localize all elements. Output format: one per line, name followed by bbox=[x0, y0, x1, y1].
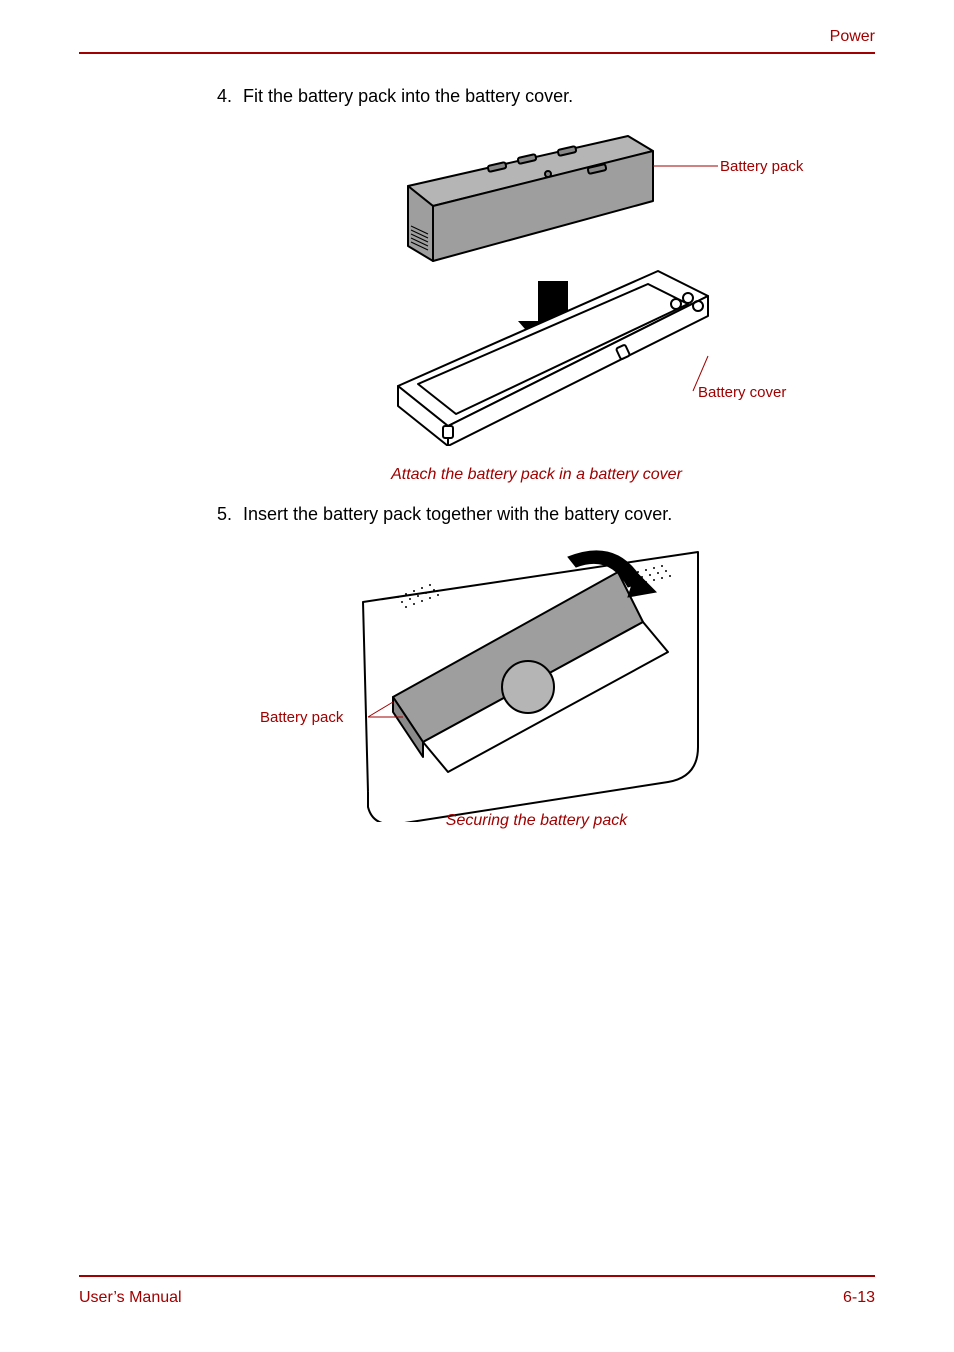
battery-pack-shape bbox=[408, 136, 653, 261]
step-4-text: Fit the battery pack into the battery co… bbox=[243, 84, 573, 109]
step-5-text: Insert the battery pack together with th… bbox=[243, 502, 672, 527]
page: Power 4. Fit the battery pack into the b… bbox=[0, 0, 954, 1352]
figure-2-svg bbox=[198, 542, 875, 822]
step-5-number: 5. bbox=[198, 502, 232, 527]
figure-1: Battery pack Battery cover bbox=[198, 126, 875, 446]
callout-battery-pack: Battery pack bbox=[720, 158, 803, 175]
step-4: 4. Fit the battery pack into the battery… bbox=[198, 84, 875, 109]
footer-right: 6-13 bbox=[843, 1289, 875, 1307]
figure-1-caption: Attach the battery pack in a battery cov… bbox=[198, 466, 875, 484]
footer-left: User’s Manual bbox=[79, 1289, 182, 1307]
footer-rule bbox=[79, 1275, 875, 1277]
callout-battery-cover: Battery cover bbox=[698, 384, 786, 401]
step-4-number: 4. bbox=[198, 84, 232, 109]
figure-2: Battery pack bbox=[198, 542, 875, 822]
header-title: Power bbox=[830, 28, 875, 46]
header-rule bbox=[79, 52, 875, 54]
figure-2-caption: Securing the battery pack bbox=[198, 812, 875, 830]
step-5: 5. Insert the battery pack together with… bbox=[198, 502, 875, 527]
callout-battery-pack-2: Battery pack bbox=[260, 709, 343, 726]
